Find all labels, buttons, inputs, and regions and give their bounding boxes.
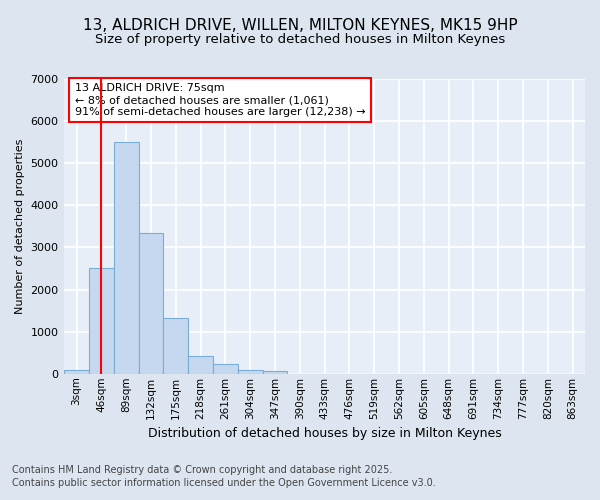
Bar	[89, 268, 114, 374]
Bar	[114, 142, 139, 374]
Text: 13, ALDRICH DRIVE, WILLEN, MILTON KEYNES, MK15 9HP: 13, ALDRICH DRIVE, WILLEN, MILTON KEYNES…	[83, 18, 517, 32]
Bar	[213, 364, 238, 374]
Text: Contains HM Land Registry data © Crown copyright and database right 2025.: Contains HM Land Registry data © Crown c…	[12, 465, 392, 475]
Bar	[188, 356, 213, 374]
Bar	[139, 232, 163, 374]
Bar	[263, 371, 287, 374]
Text: Size of property relative to detached houses in Milton Keynes: Size of property relative to detached ho…	[95, 32, 505, 46]
Text: 13 ALDRICH DRIVE: 75sqm
← 8% of detached houses are smaller (1,061)
91% of semi-: 13 ALDRICH DRIVE: 75sqm ← 8% of detached…	[74, 84, 365, 116]
Y-axis label: Number of detached properties: Number of detached properties	[15, 138, 25, 314]
X-axis label: Distribution of detached houses by size in Milton Keynes: Distribution of detached houses by size …	[148, 427, 502, 440]
Bar	[163, 318, 188, 374]
Text: Contains public sector information licensed under the Open Government Licence v3: Contains public sector information licen…	[12, 478, 436, 488]
Bar	[64, 370, 89, 374]
Bar	[238, 370, 263, 374]
